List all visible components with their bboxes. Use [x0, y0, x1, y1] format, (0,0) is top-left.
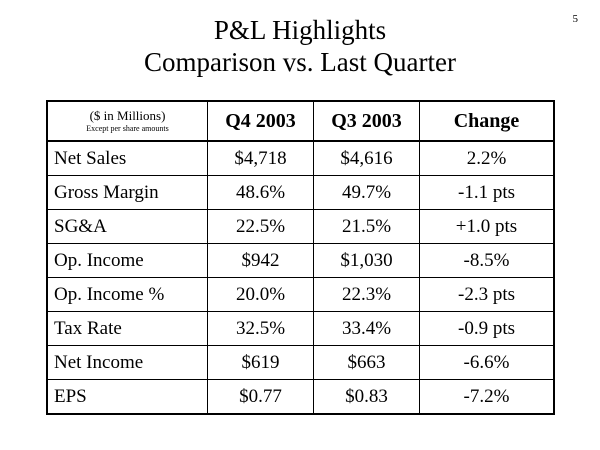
table-row: EPS $0.77 $0.83 -7.2% — [47, 379, 554, 414]
title-line-2: Comparison vs. Last Quarter — [144, 47, 456, 77]
change-value: -2.3 pts — [419, 277, 554, 312]
units-note: Except per share amounts — [86, 124, 169, 133]
table-row: Gross Margin 48.6% 49.7% -1.1 pts — [47, 175, 554, 210]
row-label: Tax Rate — [47, 311, 208, 346]
row-label: Net Sales — [47, 140, 208, 176]
table-row: Op. Income $942 $1,030 -8.5% — [47, 243, 554, 278]
q4-value: 48.6% — [207, 175, 314, 210]
row-label: SG&A — [47, 209, 208, 244]
row-label: Op. Income % — [47, 277, 208, 312]
column-header-change: Change — [419, 101, 554, 142]
change-value: -6.6% — [419, 345, 554, 380]
row-label: Op. Income — [47, 243, 208, 278]
table-header-row: ($ in Millions) Except per share amounts… — [47, 101, 554, 142]
units-header-cell: ($ in Millions) Except per share amounts — [47, 101, 208, 142]
change-value: +1.0 pts — [419, 209, 554, 244]
units-label: ($ in Millions) — [89, 108, 166, 123]
q4-value: $942 — [207, 243, 314, 278]
q4-value: $4,718 — [207, 140, 314, 176]
q3-value: $1,030 — [313, 243, 420, 278]
q3-value: 33.4% — [313, 311, 420, 346]
table-row: Op. Income % 20.0% 22.3% -2.3 pts — [47, 277, 554, 312]
q4-value: 22.5% — [207, 209, 314, 244]
page-number: 5 — [572, 13, 579, 25]
change-value: -0.9 pts — [419, 311, 554, 346]
q3-value: 21.5% — [313, 209, 420, 244]
q4-value: 20.0% — [207, 277, 314, 312]
table-row: Tax Rate 32.5% 33.4% -0.9 pts — [47, 311, 554, 346]
q4-value: $0.77 — [207, 379, 314, 414]
row-label: Gross Margin — [47, 175, 208, 210]
q4-value: $619 — [207, 345, 314, 380]
pl-highlights-table: ($ in Millions) Except per share amounts… — [46, 100, 555, 415]
change-value: -7.2% — [419, 379, 554, 414]
column-header-q4-2003: Q4 2003 — [207, 101, 314, 142]
q3-value: 49.7% — [313, 175, 420, 210]
row-label: Net Income — [47, 345, 208, 380]
q3-value: 22.3% — [313, 277, 420, 312]
column-header-q3-2003: Q3 2003 — [313, 101, 420, 142]
q3-value: $663 — [313, 345, 420, 380]
table-row: Net Income $619 $663 -6.6% — [47, 345, 554, 380]
q4-value: 32.5% — [207, 311, 314, 346]
change-value: -8.5% — [419, 243, 554, 278]
change-value: 2.2% — [419, 140, 554, 176]
q3-value: $0.83 — [313, 379, 420, 414]
title-line-1: P&L Highlights — [213, 15, 387, 45]
change-value: -1.1 pts — [419, 175, 554, 210]
slide-title: P&L Highlights Comparison vs. Last Quart… — [0, 14, 600, 78]
row-label: EPS — [47, 379, 208, 414]
table-row: Net Sales $4,718 $4,616 2.2% — [47, 140, 554, 176]
q3-value: $4,616 — [313, 140, 420, 176]
table-row: SG&A 22.5% 21.5% +1.0 pts — [47, 209, 554, 244]
